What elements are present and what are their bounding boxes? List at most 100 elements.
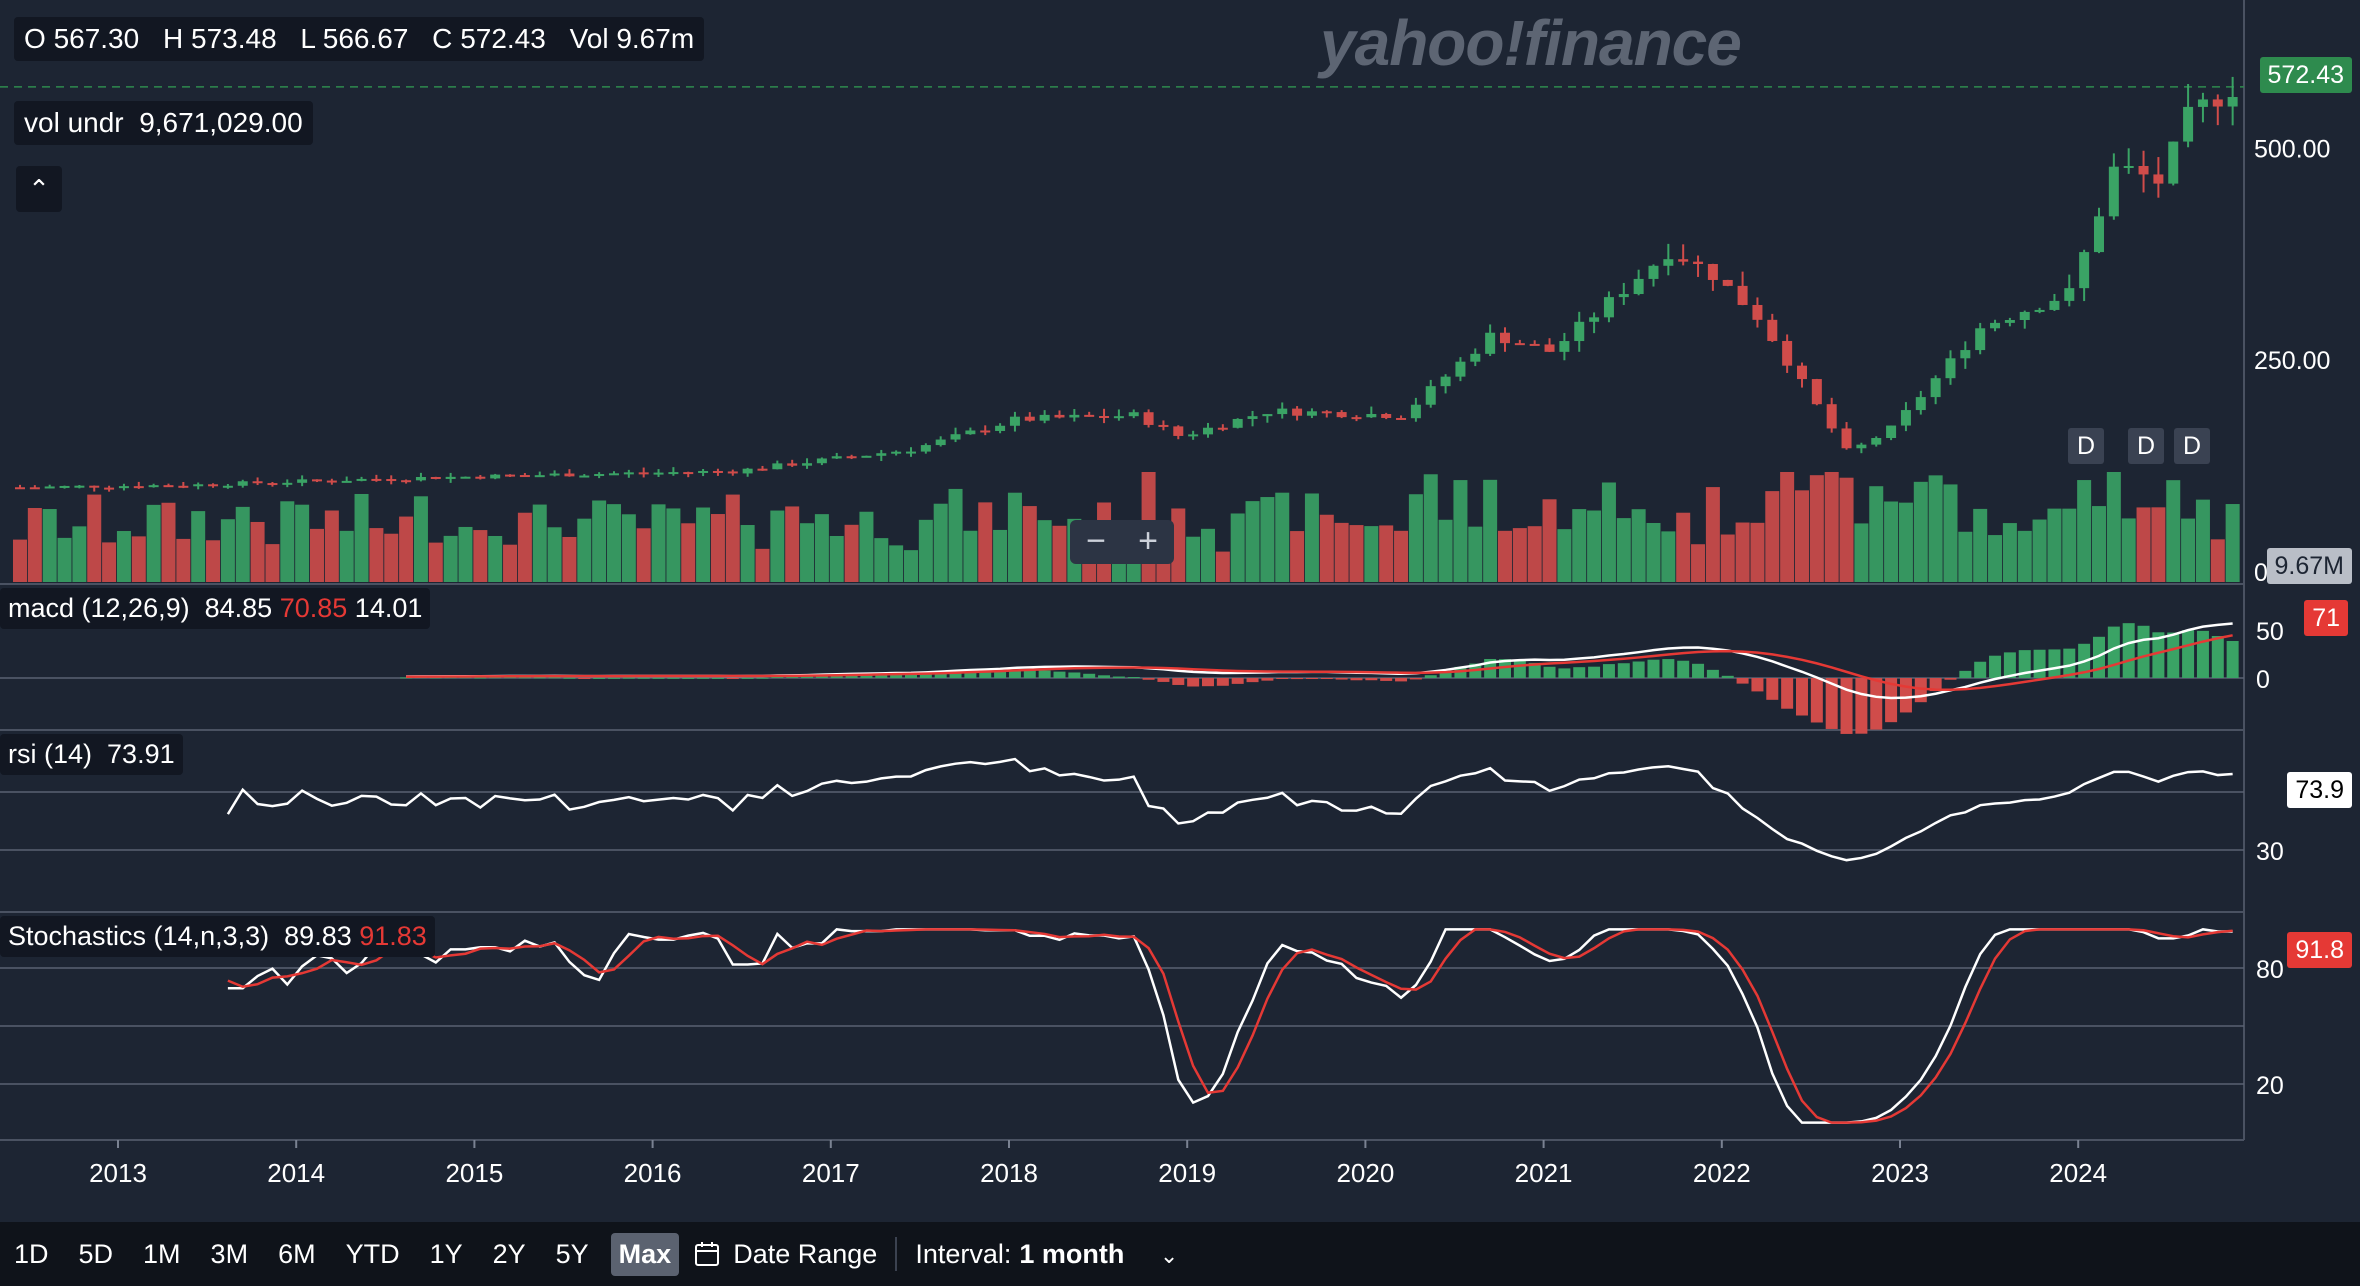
macd-histogram-bar: [771, 676, 784, 678]
range-button-6m[interactable]: 6M: [278, 1238, 316, 1269]
volume-bar: [2091, 506, 2106, 582]
volume-bar: [1215, 551, 1230, 582]
volume-bar: [399, 516, 414, 582]
volume-bar: [428, 542, 443, 582]
macd-histogram-bar: [1112, 676, 1125, 678]
candle-body: [1945, 358, 1956, 379]
macd-histogram-bar: [2196, 630, 2209, 678]
candle-body: [1054, 414, 1065, 418]
volume-bar: [131, 536, 146, 582]
volume-bar: [1245, 501, 1260, 582]
macd-histogram-bar: [1959, 670, 1972, 678]
stoch-tick-label: 20: [2256, 1072, 2284, 1100]
candle-body: [698, 470, 709, 473]
range-button-5y[interactable]: 5Y: [555, 1238, 589, 1269]
macd-histogram-bar: [1974, 661, 1987, 678]
volume-bar: [1230, 513, 1245, 582]
candle-body: [876, 453, 887, 456]
candle-body: [1455, 361, 1466, 377]
candle-body: [772, 463, 783, 470]
price-tick-label: 250.00: [2254, 347, 2330, 375]
volume-bar: [1394, 530, 1409, 582]
candle-body: [1589, 317, 1600, 322]
candle-body: [965, 430, 976, 435]
candle-body: [163, 485, 174, 488]
volume-bar: [1408, 494, 1423, 582]
volume-bar: [666, 508, 681, 582]
macd-histogram-bar: [1409, 678, 1422, 680]
macd-tick-label: 50: [2256, 618, 2284, 646]
volume-bar: [309, 528, 324, 582]
zoom-out-button[interactable]: −: [1086, 522, 1106, 560]
macd-histogram-bar: [1647, 659, 1660, 678]
candle-body: [415, 476, 426, 481]
dividend-marker[interactable]: D: [2174, 428, 2210, 464]
close-readout: C 572.43: [432, 23, 546, 54]
macd-histogram-bar: [578, 678, 591, 679]
volume-bar: [1824, 472, 1839, 582]
candle-body: [683, 472, 694, 475]
range-button-3m[interactable]: 3M: [210, 1238, 249, 1269]
chart-canvas[interactable]: 2013 2014 2015 2016 2017 2018 2019 2020 2021 2022…: [0, 0, 2360, 1222]
macd-histogram-bar: [979, 671, 992, 678]
candle-body: [519, 475, 530, 478]
volume-bar: [1022, 506, 1037, 582]
macd-histogram-bar: [667, 677, 680, 679]
range-button-2y[interactable]: 2Y: [492, 1238, 526, 1269]
candle-body: [1381, 414, 1392, 418]
macd-histogram-bar: [1068, 672, 1081, 678]
range-button-1d[interactable]: 1D: [14, 1238, 49, 1269]
macd-histogram-bar: [2137, 625, 2150, 678]
candle-body: [1410, 404, 1421, 419]
candle-body: [14, 487, 25, 490]
volume-bar: [1497, 530, 1512, 582]
volume-bar: [2106, 472, 2121, 582]
volume-bar: [280, 501, 295, 582]
dividend-marker[interactable]: D: [2068, 428, 2104, 464]
volume-bar: [2151, 507, 2166, 582]
candle-body: [193, 484, 204, 487]
macd-histogram-bar: [890, 674, 903, 678]
macd-label[interactable]: macd (12,26,9) 84.85 70.85 14.01: [0, 588, 431, 629]
candle-body: [1514, 343, 1525, 346]
volume-bar: [1007, 492, 1022, 582]
volume-bar: [785, 506, 800, 582]
volume-bar: [1260, 497, 1275, 582]
volume-bar: [1839, 477, 1854, 582]
volume-bar: [176, 538, 191, 582]
range-button-5d[interactable]: 5D: [78, 1238, 114, 1269]
zoom-in-button[interactable]: +: [1138, 522, 1158, 560]
candle-body: [237, 481, 248, 486]
x-tick-label: 2020: [1336, 1158, 1394, 1188]
candle-body: [252, 481, 263, 484]
candle-body: [1811, 379, 1822, 405]
macd-histogram-bar: [2167, 632, 2180, 678]
candle-body: [1440, 376, 1451, 387]
stochastics-label[interactable]: Stochastics (14,n,3,3) 89.83 91.83: [0, 916, 435, 957]
volume-bar: [2062, 508, 2077, 582]
candle-body: [1321, 411, 1332, 414]
date-range-button[interactable]: Date Range: [693, 1239, 877, 1270]
range-button-1y[interactable]: 1Y: [429, 1238, 463, 1269]
range-button-1m[interactable]: 1M: [143, 1238, 181, 1269]
macd-histogram-bar: [711, 677, 724, 679]
stoch-tick-label: 80: [2256, 956, 2284, 984]
candle-body: [653, 472, 664, 475]
macd-histogram-bar: [1588, 666, 1601, 678]
macd-histogram-bar: [1216, 678, 1229, 686]
candle-body: [1143, 412, 1154, 425]
candle-body: [1767, 319, 1778, 341]
interval-select[interactable]: Interval: 1 month ⌄: [915, 1238, 1179, 1269]
chevron-up-icon[interactable]: ⌃: [16, 166, 62, 212]
volume-bar: [592, 500, 607, 582]
macd-histogram-bar: [726, 678, 739, 679]
dividend-marker[interactable]: D: [2128, 428, 2164, 464]
candle-body: [430, 476, 441, 479]
range-button-ytd[interactable]: YTD: [345, 1238, 400, 1269]
rsi-label[interactable]: rsi (14) 73.91: [0, 734, 183, 775]
candle-body: [1782, 340, 1793, 366]
range-button-max[interactable]: Max: [610, 1232, 680, 1276]
volume-bar: [1809, 475, 1824, 582]
volume-bar: [206, 540, 221, 582]
volume-bar: [1913, 481, 1928, 582]
